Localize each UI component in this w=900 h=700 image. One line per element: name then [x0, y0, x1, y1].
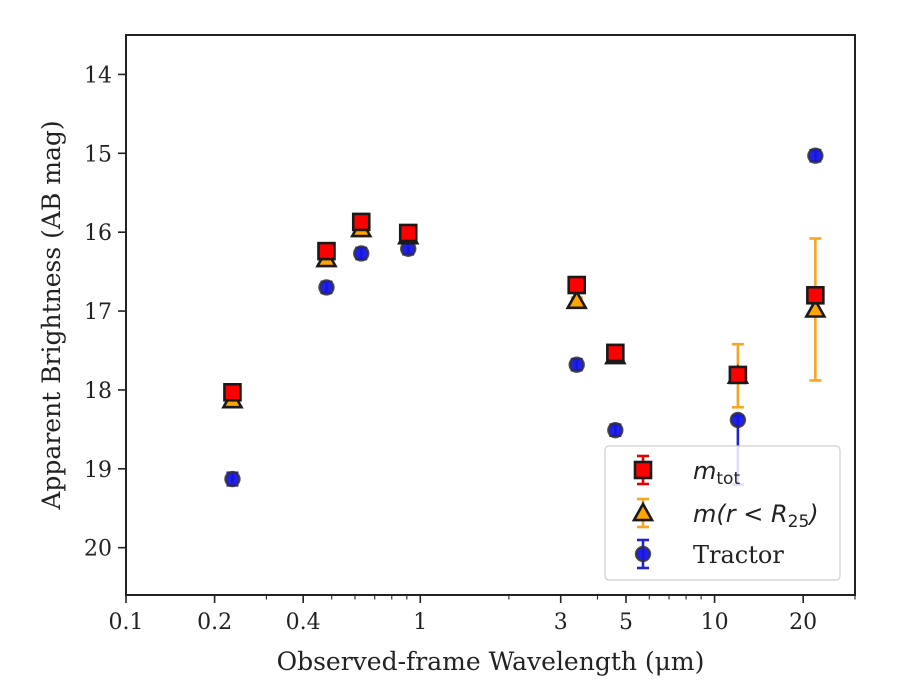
data-point-triangle — [804, 297, 827, 318]
data-point-circle — [807, 147, 824, 164]
y-axis-label: Apparent Brightness (AB mag) — [37, 120, 66, 510]
x-tick-label: 1 — [413, 610, 427, 635]
data-point-square — [806, 285, 825, 305]
y-tick-label: 17 — [84, 300, 112, 325]
data-point-circle — [568, 356, 585, 373]
legend-entry: Tractor — [634, 538, 784, 570]
y-tick-label: 18 — [84, 379, 112, 404]
y-tick-label: 15 — [84, 142, 112, 167]
legend-label: mtot — [693, 457, 740, 489]
data-point-square — [223, 382, 242, 402]
plot-area — [221, 147, 827, 488]
data-point-square — [317, 241, 336, 261]
legend: mtot m(r < R25) Tractor — [604, 445, 841, 581]
data-point-square — [398, 223, 418, 243]
x-tick-label: 20 — [789, 610, 817, 635]
legend-box — [604, 445, 841, 581]
data-point-circle — [607, 421, 624, 439]
x-tick-label: 10 — [701, 610, 729, 635]
y-tick-label: 19 — [84, 458, 112, 483]
legend-marker-square — [633, 460, 653, 480]
series-square — [223, 212, 825, 402]
y-tick-label: 14 — [84, 63, 112, 88]
y-tick-label: 20 — [84, 537, 112, 562]
data-point-circle — [318, 279, 335, 296]
series-circle — [224, 147, 824, 488]
plot-frame — [125, 34, 856, 596]
x-tick-label: 5 — [619, 610, 633, 635]
legend-label: Tractor — [693, 541, 784, 569]
x-tick-label: 0.2 — [197, 610, 232, 635]
data-point-circle — [729, 411, 747, 429]
axis-ticks: 0.1 0.2 0.4 1 3 5 10 20 14 15 16 17 18 19 20 — [84, 63, 856, 635]
y-tick-label: 16 — [84, 221, 112, 246]
legend-entry: m(r < R25) — [631, 497, 819, 532]
data-point-circle — [224, 470, 241, 488]
x-tick-label: 0.4 — [286, 610, 321, 635]
data-point-square — [728, 365, 748, 385]
data-point-circle — [353, 245, 370, 262]
data-point-triangle — [565, 289, 588, 310]
legend-marker-triangle — [631, 501, 655, 522]
data-point-square — [351, 212, 371, 232]
x-tick-label: 3 — [554, 610, 568, 635]
legend-entry: mtot — [633, 454, 740, 489]
x-axis-label: Observed-frame Wavelength (μm) — [277, 647, 705, 676]
data-point-square — [606, 343, 625, 363]
data-point-square — [567, 275, 587, 295]
legend-label: m(r < R25) — [693, 500, 819, 532]
legend-marker-circle — [634, 545, 652, 563]
x-tick-label: 0.1 — [109, 610, 144, 635]
